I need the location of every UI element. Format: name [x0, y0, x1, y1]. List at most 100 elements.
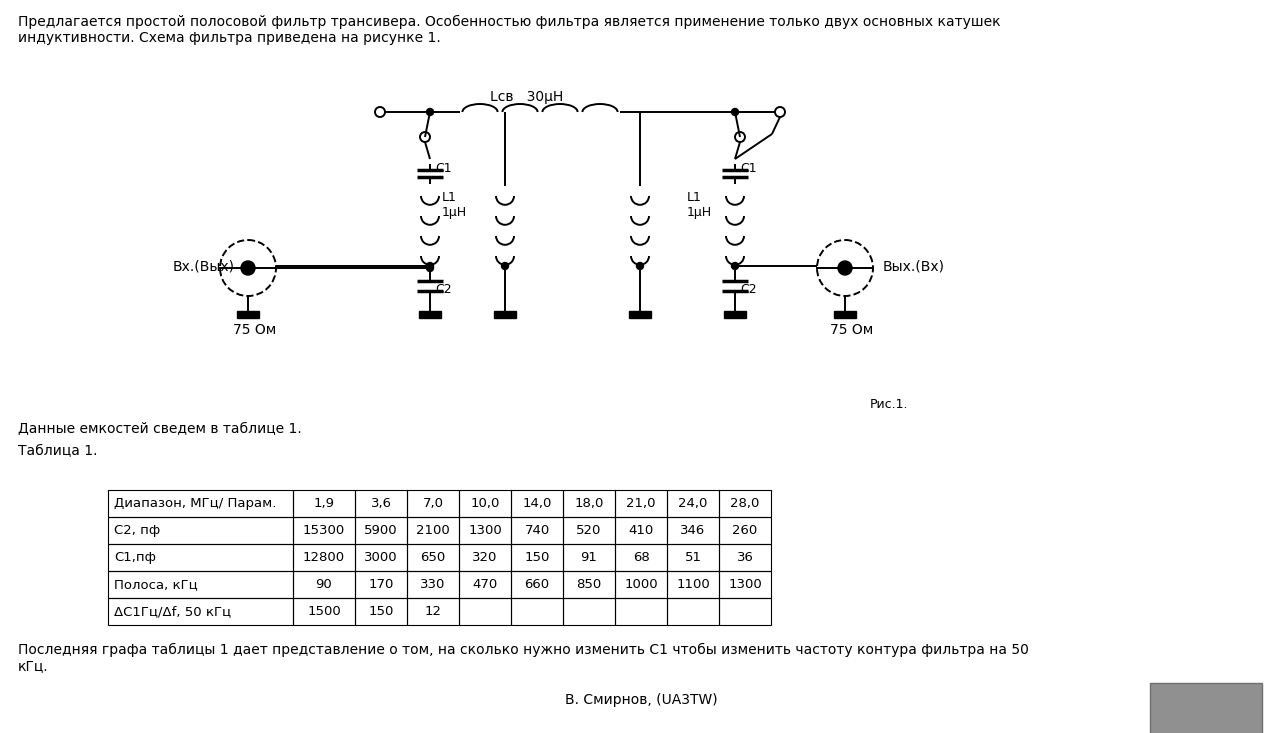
Bar: [459, 490, 512, 517]
Bar: [294, 571, 355, 598]
Text: 51: 51: [685, 551, 701, 564]
Text: С2, пф: С2, пф: [114, 524, 160, 537]
Bar: [355, 598, 406, 625]
Text: 5900: 5900: [364, 524, 397, 537]
Bar: [563, 571, 615, 598]
Bar: [563, 490, 615, 517]
Text: C1: C1: [435, 162, 451, 175]
Bar: [512, 571, 563, 598]
Bar: [667, 517, 719, 544]
Bar: [294, 544, 355, 571]
Bar: [108, 517, 294, 544]
Text: В. Смирнов, (UA3TW): В. Смирнов, (UA3TW): [564, 693, 718, 707]
Bar: [719, 571, 770, 598]
Bar: [563, 598, 615, 625]
Text: Последняя графа таблицы 1 дает представление о том, на сколько нужно изменить С1: Последняя графа таблицы 1 дает представл…: [18, 643, 1029, 674]
Text: 68: 68: [632, 551, 650, 564]
Text: 150: 150: [524, 551, 550, 564]
Bar: [237, 311, 259, 318]
Bar: [355, 544, 406, 571]
Text: 520: 520: [577, 524, 601, 537]
Bar: [615, 544, 667, 571]
Bar: [667, 544, 719, 571]
Text: 410: 410: [628, 524, 654, 537]
Text: 170: 170: [368, 578, 394, 591]
Text: 346: 346: [681, 524, 705, 537]
Bar: [615, 490, 667, 517]
Text: L1
1μH: L1 1μH: [687, 191, 712, 219]
Bar: [294, 490, 355, 517]
Circle shape: [732, 262, 738, 270]
Text: 260: 260: [732, 524, 758, 537]
Text: 91: 91: [581, 551, 597, 564]
Circle shape: [838, 261, 853, 275]
Circle shape: [732, 108, 738, 116]
Text: 15300: 15300: [303, 524, 345, 537]
Text: 330: 330: [420, 578, 446, 591]
Circle shape: [427, 108, 433, 116]
Text: С1,пф: С1,пф: [114, 551, 156, 564]
Text: 850: 850: [577, 578, 601, 591]
Text: 150: 150: [368, 605, 394, 618]
Bar: [406, 544, 459, 571]
Bar: [406, 571, 459, 598]
Bar: [615, 571, 667, 598]
Text: C2: C2: [435, 283, 451, 296]
Text: 18,0: 18,0: [574, 497, 604, 510]
Text: 1,9: 1,9: [314, 497, 335, 510]
Circle shape: [427, 262, 433, 270]
Bar: [355, 517, 406, 544]
Bar: [406, 598, 459, 625]
Text: C1: C1: [740, 162, 756, 175]
Bar: [512, 517, 563, 544]
Bar: [724, 311, 746, 318]
Text: L1
1μH: L1 1μH: [442, 191, 467, 219]
Bar: [835, 311, 856, 318]
Text: Данные емкостей сведем в таблице 1.: Данные емкостей сведем в таблице 1.: [18, 422, 301, 436]
Text: 36: 36: [737, 551, 754, 564]
Text: Полоса, кГц: Полоса, кГц: [114, 578, 197, 591]
Text: Таблица 1.: Таблица 1.: [18, 444, 97, 458]
Text: 3000: 3000: [364, 551, 397, 564]
Bar: [294, 517, 355, 544]
Bar: [667, 598, 719, 625]
Text: 320: 320: [472, 551, 497, 564]
Bar: [406, 517, 459, 544]
Bar: [294, 598, 355, 625]
Text: Вх.(Вых): Вх.(Вых): [173, 260, 235, 274]
Bar: [719, 490, 770, 517]
Text: 470: 470: [472, 578, 497, 591]
Text: u:665: u:665: [1195, 691, 1223, 701]
Bar: [512, 490, 563, 517]
Bar: [563, 544, 615, 571]
Text: 1300: 1300: [728, 578, 762, 591]
Bar: [719, 544, 770, 571]
Text: Рис.1.: Рис.1.: [870, 398, 909, 411]
Text: 3,6: 3,6: [370, 497, 391, 510]
Text: 2100: 2100: [417, 524, 450, 537]
Bar: [108, 490, 294, 517]
Text: 21,0: 21,0: [626, 497, 656, 510]
Text: 1000: 1000: [624, 578, 658, 591]
Text: 12800: 12800: [303, 551, 345, 564]
Text: 1100: 1100: [676, 578, 710, 591]
Bar: [719, 517, 770, 544]
Text: 1500: 1500: [308, 605, 341, 618]
Text: 650: 650: [420, 551, 446, 564]
Circle shape: [427, 265, 433, 271]
Text: Диапазон, МГц/ Парам.: Диапазон, МГц/ Парам.: [114, 497, 277, 510]
Bar: [629, 311, 651, 318]
Text: ΔС1Гц/Δf, 50 кГц: ΔС1Гц/Δf, 50 кГц: [114, 605, 231, 618]
Bar: [355, 490, 406, 517]
Text: 75 Ом: 75 Ом: [233, 323, 276, 337]
Bar: [459, 571, 512, 598]
Bar: [615, 517, 667, 544]
Text: 0:0: 0:0: [1154, 691, 1169, 701]
Circle shape: [241, 261, 255, 275]
Bar: [563, 517, 615, 544]
Bar: [108, 544, 294, 571]
Text: 12: 12: [424, 605, 441, 618]
Bar: [1150, 683, 1261, 733]
Text: 660: 660: [524, 578, 550, 591]
Text: 75 Ом: 75 Ом: [829, 323, 873, 337]
